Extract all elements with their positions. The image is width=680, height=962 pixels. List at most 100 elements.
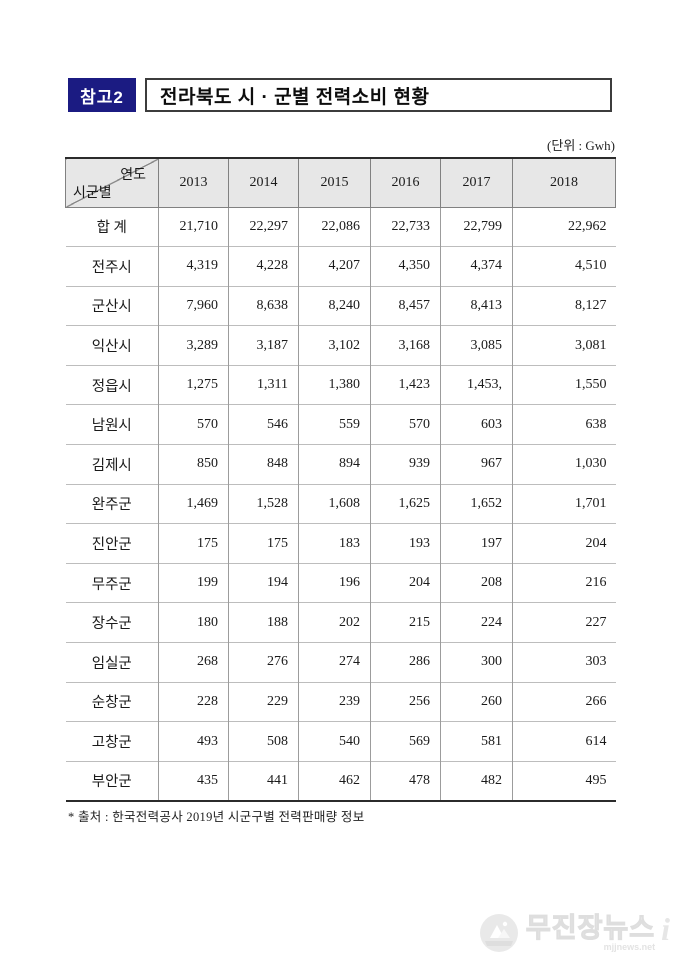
value-cell: 1,625 (370, 483, 441, 524)
table-row: 순창군 228 229 239 256 260 266 (65, 681, 616, 722)
value-cell: 202 (298, 602, 371, 643)
year-header-cell: 2017 (440, 157, 513, 208)
value-cell: 967 (440, 444, 513, 485)
year-header-cell: 2016 (370, 157, 441, 208)
value-cell: 260 (440, 681, 513, 722)
mountain-logo-icon (479, 914, 518, 952)
table-row: 완주군 1,469 1,528 1,608 1,625 1,652 1,701 (65, 483, 616, 524)
table-row: 군산시 7,960 8,638 8,240 8,457 8,413 8,127 (65, 285, 616, 326)
value-cell: 175 (158, 523, 229, 564)
value-cell: 22,086 (298, 206, 371, 247)
value-cell: 22,962 (512, 206, 616, 247)
value-cell: 3,102 (298, 325, 371, 366)
value-cell: 227 (512, 602, 616, 643)
corner-cell: 연도 시군별 (65, 157, 159, 208)
table-row: 합 계 21,710 22,297 22,086 22,733 22,799 22,962 (65, 206, 616, 247)
value-cell: 4,510 (512, 246, 616, 287)
value-cell: 462 (298, 760, 371, 801)
watermark-site-url: mjjnews.net (603, 941, 656, 952)
value-cell: 559 (298, 404, 371, 445)
value-cell: 4,319 (158, 246, 229, 287)
value-cell: 1,311 (228, 364, 299, 405)
reference-badge: 참고2 (68, 78, 136, 112)
value-cell: 614 (512, 721, 616, 762)
region-label: 합 계 (65, 206, 159, 247)
region-label: 무주군 (65, 562, 159, 603)
value-cell: 546 (228, 404, 299, 445)
value-cell: 22,297 (228, 206, 299, 247)
watermark-i-mark: i (661, 911, 670, 947)
table-row: 익산시 3,289 3,187 3,102 3,168 3,085 3,081 (65, 325, 616, 366)
value-cell: 1,652 (440, 483, 513, 524)
region-label: 진안군 (65, 523, 159, 564)
value-cell: 204 (370, 562, 441, 603)
table-row: 무주군 199 194 196 204 208 216 (65, 562, 616, 603)
value-cell: 208 (440, 562, 513, 603)
value-cell: 508 (228, 721, 299, 762)
value-cell: 3,187 (228, 325, 299, 366)
value-cell: 1,380 (298, 364, 371, 405)
value-cell: 850 (158, 444, 229, 485)
region-label: 전주시 (65, 246, 159, 287)
year-header-cell: 2015 (298, 157, 371, 208)
table-row: 장수군 180 188 202 215 224 227 (65, 602, 616, 643)
value-cell: 204 (512, 523, 616, 564)
value-cell: 1,423 (370, 364, 441, 405)
region-label: 임실군 (65, 642, 159, 683)
value-cell: 570 (370, 404, 441, 445)
value-cell: 21,710 (158, 206, 229, 247)
year-header-row: 연도 시군별 2013 2014 2015 2016 2017 2018 (65, 157, 616, 208)
value-cell: 188 (228, 602, 299, 643)
value-cell: 435 (158, 760, 229, 801)
year-header-cell: 2013 (158, 157, 229, 208)
region-label: 완주군 (65, 483, 159, 524)
region-label: 김제시 (65, 444, 159, 485)
year-header-cell: 2014 (228, 157, 299, 208)
corner-label-year: 연도 (120, 168, 146, 183)
value-cell: 175 (228, 523, 299, 564)
region-label: 남원시 (65, 404, 159, 445)
region-label: 순창군 (65, 681, 159, 722)
value-cell: 482 (440, 760, 513, 801)
value-cell: 1,608 (298, 483, 371, 524)
table-row: 임실군 268 276 274 286 300 303 (65, 642, 616, 683)
value-cell: 274 (298, 642, 371, 683)
value-cell: 303 (512, 642, 616, 683)
value-cell: 939 (370, 444, 441, 485)
value-cell: 22,733 (370, 206, 441, 247)
value-cell: 441 (228, 760, 299, 801)
region-label: 부안군 (65, 760, 159, 801)
value-cell: 8,457 (370, 285, 441, 326)
table-row: 부안군 435 441 462 478 482 495 (65, 760, 616, 801)
value-cell: 8,240 (298, 285, 371, 326)
page-header: 참고2 전라북도 시 · 군별 전력소비 현황 (68, 78, 612, 112)
value-cell: 276 (228, 642, 299, 683)
value-cell: 1,550 (512, 364, 616, 405)
value-cell: 638 (512, 404, 616, 445)
value-cell: 569 (370, 721, 441, 762)
table-row: 김제시 850 848 894 939 967 1,030 (65, 444, 616, 485)
table-header: 연도 시군별 2013 2014 2015 2016 2017 2018 (65, 157, 616, 208)
value-cell: 1,701 (512, 483, 616, 524)
value-cell: 22,799 (440, 206, 513, 247)
value-cell: 239 (298, 681, 371, 722)
value-cell: 300 (440, 642, 513, 683)
table-row: 정읍시 1,275 1,311 1,380 1,423 1,453, 1,550 (65, 364, 616, 405)
page-title: 전라북도 시 · 군별 전력소비 현황 (145, 78, 612, 112)
value-cell: 224 (440, 602, 513, 643)
value-cell: 1,275 (158, 364, 229, 405)
value-cell: 4,374 (440, 246, 513, 287)
value-cell: 848 (228, 444, 299, 485)
value-cell: 495 (512, 760, 616, 801)
value-cell: 8,413 (440, 285, 513, 326)
value-cell: 197 (440, 523, 513, 564)
region-label: 군산시 (65, 285, 159, 326)
value-cell: 286 (370, 642, 441, 683)
region-label: 장수군 (65, 602, 159, 643)
watermark-text: 무진장뉴스 mjjnews.net (525, 912, 656, 952)
value-cell: 581 (440, 721, 513, 762)
watermark-site-name: 무진장뉴스 (525, 912, 656, 943)
value-cell: 493 (158, 721, 229, 762)
value-cell: 193 (370, 523, 441, 564)
